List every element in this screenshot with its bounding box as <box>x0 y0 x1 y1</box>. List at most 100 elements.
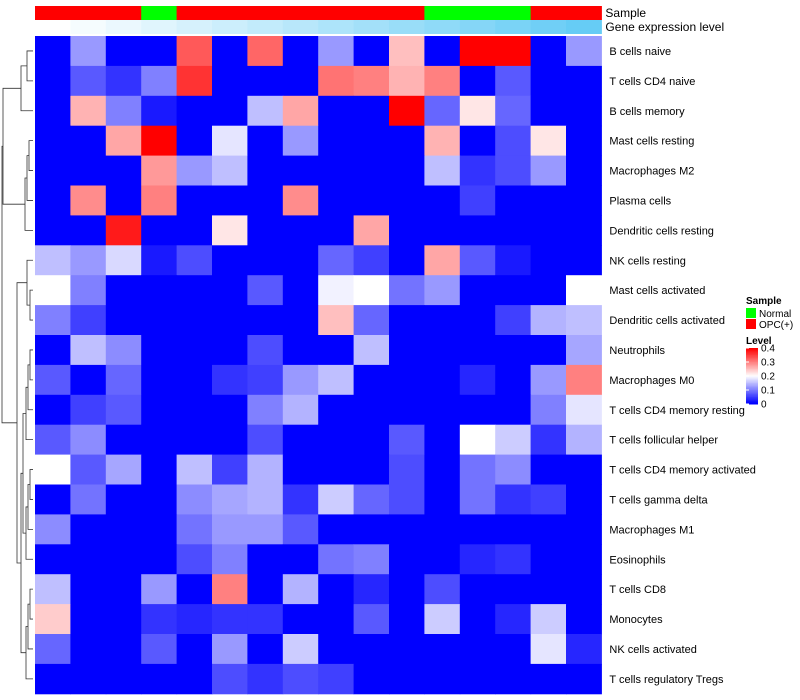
heatmap-cell <box>247 36 284 67</box>
heatmap-cell <box>318 95 355 127</box>
heatmap-cell <box>353 514 390 545</box>
expression-annotation-cell <box>282 20 319 34</box>
sample-annotation-cell <box>318 6 355 20</box>
legend-level-title: Level <box>746 336 772 347</box>
sample-annotation-cell <box>247 6 284 20</box>
heatmap-cell <box>247 604 284 635</box>
heatmap-cell <box>495 275 532 306</box>
row-label: B cells naive <box>609 46 671 58</box>
dendrogram-branch <box>29 289 33 321</box>
sample-annotation-cell <box>282 6 319 20</box>
heatmap-cell <box>141 36 178 67</box>
heatmap-cell <box>495 65 532 97</box>
heatmap-cell <box>212 335 248 366</box>
dendrogram-branch <box>25 386 33 441</box>
heatmap-cell <box>530 484 567 515</box>
heatmap-cell <box>212 604 248 635</box>
legend-gradient-segment <box>746 376 758 378</box>
heatmap-cell <box>105 215 142 246</box>
legend-gradient-segment <box>746 359 758 362</box>
heatmap-cell <box>353 95 390 127</box>
dendrogram-branch <box>25 626 33 680</box>
heatmap-cell <box>70 454 107 485</box>
sample-annotation-cell <box>424 6 461 20</box>
legend-gradient-segment <box>746 383 758 385</box>
heatmap-cell <box>141 125 178 157</box>
heatmap-cell <box>176 335 213 366</box>
heatmap-cell <box>212 634 248 665</box>
heatmap-cell <box>247 95 284 127</box>
heatmap-cell <box>282 514 319 545</box>
heatmap-cell <box>318 454 355 485</box>
heatmap-cell <box>176 394 213 426</box>
legend-gradient-segment <box>746 399 758 402</box>
heatmap-cell <box>424 364 461 396</box>
legend-swatch <box>746 319 756 329</box>
heatmap-cell <box>495 604 532 635</box>
heatmap-cell <box>282 574 319 605</box>
heatmap-cell <box>141 424 178 456</box>
heatmap-cell <box>389 185 425 216</box>
heatmap-cell <box>318 335 355 366</box>
heatmap-cell <box>282 484 319 515</box>
heatmap-cell <box>141 574 178 605</box>
heatmap-cell <box>35 215 71 246</box>
row-label: Mast cells activated <box>609 285 705 297</box>
heatmap-cell <box>35 454 71 485</box>
expression-annotation-cell <box>141 20 178 34</box>
row-label: Macrophages M1 <box>609 524 694 536</box>
legend-gradient-segment <box>746 381 758 384</box>
heatmap-cell <box>424 185 461 216</box>
heatmap-cell <box>212 305 248 336</box>
heatmap-cell <box>141 394 178 426</box>
dendrogram-branch <box>22 413 26 534</box>
row-label: T cells gamma delta <box>609 494 708 506</box>
heatmap-cell <box>212 215 248 246</box>
legend-gradient-segment <box>746 374 758 377</box>
row-label: Dendritic cells resting <box>609 225 714 237</box>
heatmap-cell <box>530 185 567 216</box>
heatmap-cell <box>389 544 425 575</box>
heatmap-cell <box>318 245 355 276</box>
heatmap-cell <box>105 185 142 216</box>
legend-tick-label: 0 <box>761 400 767 411</box>
heatmap-cell <box>389 394 425 426</box>
heatmap-cell <box>70 424 107 456</box>
heatmap-cell <box>424 634 461 665</box>
legend-gradient-segment <box>746 348 758 350</box>
heatmap-cell <box>70 65 107 97</box>
legend-gradient-segment <box>746 378 758 381</box>
legend-gradient-segment <box>746 362 758 364</box>
heatmap-cell <box>70 125 107 157</box>
heatmap-cell <box>282 544 319 575</box>
heatmap-cell <box>495 454 532 485</box>
heatmap-cell <box>353 634 390 665</box>
heatmap-cell <box>495 155 532 186</box>
heatmap-cell <box>424 95 461 127</box>
dendrogram-branch <box>28 140 33 171</box>
heatmap-cell <box>459 305 496 336</box>
heatmap-cell <box>495 125 532 157</box>
dendrogram-branch <box>29 469 33 500</box>
heatmap-cell <box>176 155 213 186</box>
sample-annotation-cell <box>176 6 213 20</box>
dendrogram-branch <box>29 349 33 381</box>
heatmap-cell <box>424 394 461 426</box>
heatmap-cell <box>424 454 461 485</box>
heatmap-cell <box>566 364 602 396</box>
heatmap-cell <box>459 604 496 635</box>
heatmap-cell <box>35 484 71 515</box>
heatmap-cell <box>389 335 425 366</box>
heatmap-cell <box>424 574 461 605</box>
heatmap-cell <box>530 604 567 635</box>
heatmap-cell <box>176 544 213 575</box>
heatmap-cell <box>35 424 71 456</box>
heatmap-cell <box>70 604 107 635</box>
heatmap-cell <box>318 185 355 216</box>
heatmap-cell <box>353 364 390 396</box>
expression-annotation-cell <box>566 20 602 34</box>
heatmap-cell <box>459 215 496 246</box>
heatmap-cell <box>566 36 602 67</box>
heatmap-cell <box>105 95 142 127</box>
